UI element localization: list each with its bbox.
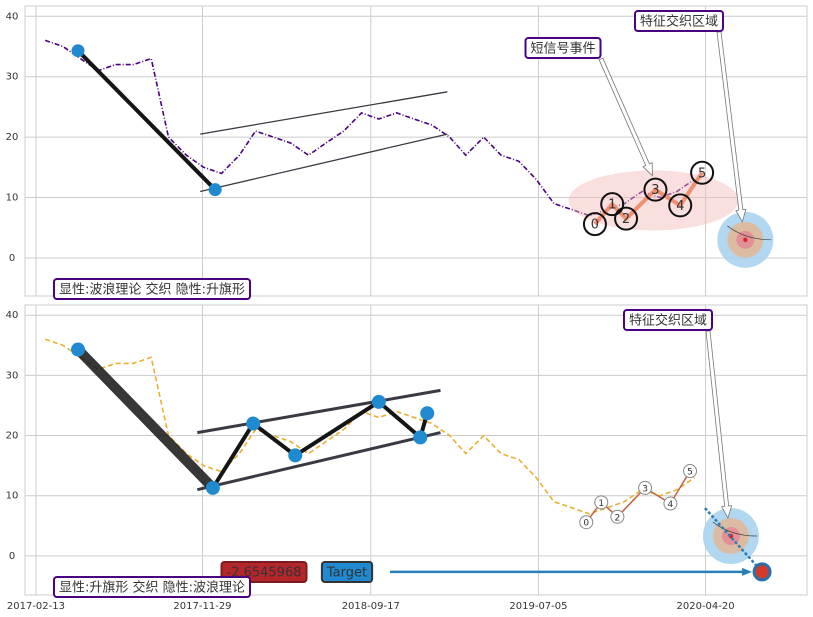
pattern-point bbox=[579, 515, 594, 530]
y-tick-label: 10 bbox=[6, 491, 19, 502]
x-tick-label: 2017-11-29 bbox=[173, 601, 231, 612]
pattern-label: 3 bbox=[651, 183, 659, 198]
annotation-text: 显性:升旗形 交织 隐性:波浪理论 bbox=[59, 580, 245, 596]
pattern-point bbox=[594, 495, 609, 510]
price-line bbox=[44, 39, 696, 217]
y-tick-label: 30 bbox=[6, 72, 19, 83]
annotation-arrow bbox=[716, 31, 747, 223]
annotation: 特征交织区域 bbox=[633, 10, 725, 32]
annotation-box bbox=[52, 576, 252, 598]
pattern-point bbox=[600, 192, 625, 217]
annotation: 特征交织区域 bbox=[622, 309, 714, 331]
annotation-text: 特征交织区域 bbox=[629, 313, 707, 329]
x-tick-label: 2018-09-17 bbox=[342, 601, 400, 612]
pattern-point bbox=[614, 206, 639, 231]
price-line bbox=[44, 338, 696, 515]
target-point bbox=[752, 562, 772, 582]
wave-segment bbox=[293, 399, 381, 458]
plot-area bbox=[24, 5, 808, 297]
pattern-label: 1 bbox=[598, 499, 604, 509]
annotation-box bbox=[622, 309, 714, 331]
annotation-box bbox=[52, 278, 252, 300]
wave-point bbox=[208, 183, 222, 197]
annotation-text: 特征交织区域 bbox=[640, 14, 718, 30]
annotation-box bbox=[524, 37, 602, 59]
annotation: 显性:波浪理论 交织 隐性:升旗形 bbox=[52, 278, 252, 300]
pattern-label: 5 bbox=[698, 166, 706, 181]
zone-center bbox=[743, 237, 748, 243]
wave-point bbox=[413, 430, 428, 445]
wave-segment bbox=[73, 344, 218, 493]
annotation-box bbox=[320, 561, 374, 583]
wave-segment bbox=[376, 399, 423, 440]
x-tick-label: 2017-02-13 bbox=[7, 601, 65, 612]
channel-line bbox=[200, 91, 448, 135]
channel-line bbox=[196, 431, 441, 492]
y-tick-label: 40 bbox=[6, 310, 19, 321]
wave-point bbox=[246, 416, 261, 431]
pattern-point bbox=[610, 509, 625, 524]
target-path bbox=[704, 507, 763, 573]
y-tick-label: 20 bbox=[6, 132, 19, 143]
pattern-label: 1 bbox=[608, 198, 616, 213]
annotation-text: 短信号事件 bbox=[530, 42, 595, 57]
wave-point bbox=[288, 448, 303, 463]
y-tick-label: 10 bbox=[6, 193, 19, 204]
pattern-point bbox=[690, 160, 715, 185]
zone-curve bbox=[712, 521, 757, 537]
y-tick-label: 0 bbox=[9, 551, 15, 562]
pattern-label: 0 bbox=[591, 218, 599, 233]
pattern-point bbox=[683, 464, 698, 479]
wave-segment bbox=[210, 421, 256, 490]
wave-segment bbox=[251, 421, 298, 458]
zone-curve bbox=[727, 225, 772, 241]
annotation-arrow bbox=[598, 57, 653, 177]
channel-line bbox=[200, 133, 448, 193]
pattern-label: 3 bbox=[642, 484, 648, 494]
pattern-point bbox=[638, 480, 653, 495]
pattern-point bbox=[643, 177, 668, 202]
annotation-box bbox=[633, 10, 725, 32]
annotation: 显性:升旗形 交织 隐性:波浪理论 bbox=[52, 576, 252, 598]
x-tick-label: 2020-04-20 bbox=[677, 601, 735, 612]
wave-point bbox=[205, 480, 220, 495]
wave-point bbox=[71, 44, 85, 58]
pattern-label: 2 bbox=[615, 513, 621, 523]
annotation-text: Target bbox=[326, 566, 367, 581]
y-tick-label: 20 bbox=[6, 431, 19, 442]
annotation-arrow bbox=[705, 330, 733, 520]
y-tick-label: 0 bbox=[9, 253, 15, 264]
annotation-text: 显性:波浪理论 交织 隐性:升旗形 bbox=[59, 282, 245, 298]
wave-point bbox=[71, 342, 86, 357]
pattern-point bbox=[668, 193, 693, 218]
wave-point bbox=[371, 394, 386, 409]
channel-line bbox=[197, 388, 441, 435]
target-arrow-head bbox=[742, 567, 753, 576]
wave-segment bbox=[76, 48, 218, 192]
pattern-point bbox=[582, 212, 607, 237]
pattern-label: 0 bbox=[583, 519, 589, 529]
annotation: Target bbox=[320, 561, 374, 583]
pattern-point bbox=[663, 496, 678, 511]
wave-point bbox=[420, 406, 435, 421]
annotation: 短信号事件 bbox=[524, 37, 602, 59]
pattern-label: 4 bbox=[668, 500, 674, 510]
pattern-label: 4 bbox=[676, 199, 684, 214]
pattern-label: 5 bbox=[687, 468, 693, 478]
x-tick-label: 2019-07-05 bbox=[509, 601, 567, 612]
y-tick-label: 40 bbox=[6, 11, 19, 22]
y-tick-label: 30 bbox=[6, 370, 19, 381]
pattern-line bbox=[593, 171, 704, 226]
plot-area bbox=[24, 304, 808, 596]
pattern-label: 2 bbox=[622, 212, 630, 227]
